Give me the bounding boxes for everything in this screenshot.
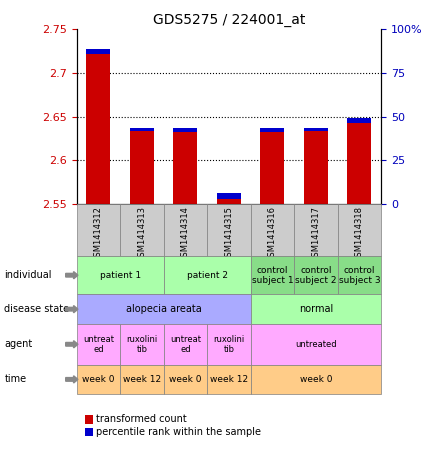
- Text: untreat
ed: untreat ed: [170, 335, 201, 354]
- Bar: [217, 193, 241, 204]
- Bar: [251, 256, 294, 294]
- Bar: [260, 128, 284, 132]
- Text: control
subject 1: control subject 1: [251, 266, 293, 284]
- Bar: [77, 324, 120, 365]
- Title: GDS5275 / 224001_at: GDS5275 / 224001_at: [153, 13, 305, 27]
- Text: week 12: week 12: [123, 375, 161, 384]
- Bar: [294, 204, 338, 256]
- Text: GSM1414318: GSM1414318: [355, 207, 364, 262]
- Text: transformed count: transformed count: [96, 414, 187, 424]
- Bar: [347, 118, 371, 204]
- Bar: [173, 128, 198, 204]
- Text: GSM1414314: GSM1414314: [181, 207, 190, 262]
- Bar: [77, 256, 164, 294]
- Text: GSM1414313: GSM1414313: [138, 207, 146, 262]
- Text: patient 1: patient 1: [99, 271, 141, 280]
- Bar: [164, 204, 207, 256]
- Bar: [173, 128, 198, 132]
- Bar: [130, 128, 154, 131]
- Bar: [217, 193, 241, 199]
- Text: control
subject 2: control subject 2: [295, 266, 336, 284]
- Text: GSM1414315: GSM1414315: [224, 207, 233, 262]
- Bar: [164, 365, 207, 394]
- Text: GSM1414312: GSM1414312: [94, 207, 103, 262]
- Bar: [304, 128, 328, 204]
- Text: percentile rank within the sample: percentile rank within the sample: [96, 427, 261, 437]
- Bar: [207, 204, 251, 256]
- Bar: [164, 256, 251, 294]
- Bar: [251, 204, 294, 256]
- Text: time: time: [4, 374, 27, 385]
- Bar: [77, 294, 251, 324]
- Bar: [207, 324, 251, 365]
- Bar: [164, 324, 207, 365]
- Bar: [120, 204, 164, 256]
- Text: week 0: week 0: [82, 375, 115, 384]
- Bar: [86, 48, 110, 204]
- Bar: [207, 365, 251, 394]
- Bar: [304, 128, 328, 131]
- Bar: [347, 118, 371, 123]
- Bar: [294, 256, 338, 294]
- Bar: [251, 365, 381, 394]
- Bar: [251, 324, 381, 365]
- Text: untreat
ed: untreat ed: [83, 335, 114, 354]
- Text: ruxolini
tib: ruxolini tib: [213, 335, 244, 354]
- Bar: [120, 324, 164, 365]
- Bar: [338, 256, 381, 294]
- Text: week 0: week 0: [300, 375, 332, 384]
- Text: agent: agent: [4, 339, 32, 349]
- Text: alopecia areata: alopecia areata: [126, 304, 201, 314]
- Text: normal: normal: [299, 304, 333, 314]
- Text: patient 2: patient 2: [187, 271, 228, 280]
- Bar: [86, 48, 110, 54]
- Text: week 0: week 0: [169, 375, 201, 384]
- Bar: [260, 128, 284, 204]
- Bar: [77, 204, 120, 256]
- Text: week 12: week 12: [210, 375, 248, 384]
- Text: disease state: disease state: [4, 304, 70, 314]
- Text: control
subject 3: control subject 3: [339, 266, 380, 284]
- Text: GSM1414317: GSM1414317: [311, 207, 320, 262]
- Text: ruxolini
tib: ruxolini tib: [126, 335, 158, 354]
- Bar: [120, 365, 164, 394]
- Text: GSM1414316: GSM1414316: [268, 207, 277, 262]
- Bar: [77, 365, 120, 394]
- Text: untreated: untreated: [295, 340, 337, 349]
- Bar: [338, 204, 381, 256]
- Bar: [251, 294, 381, 324]
- Text: individual: individual: [4, 270, 52, 280]
- Bar: [130, 128, 154, 204]
